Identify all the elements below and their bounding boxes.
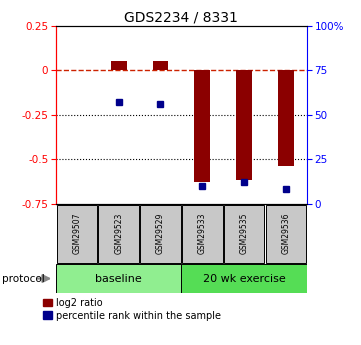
Bar	[236, 70, 252, 180]
FancyBboxPatch shape	[266, 205, 306, 263]
Text: GSM29507: GSM29507	[72, 213, 81, 255]
FancyBboxPatch shape	[140, 205, 181, 263]
Text: baseline: baseline	[95, 274, 142, 284]
FancyBboxPatch shape	[99, 205, 139, 263]
Bar	[194, 70, 210, 182]
FancyBboxPatch shape	[224, 205, 264, 263]
Bar	[278, 70, 294, 166]
Legend: log2 ratio, percentile rank within the sample: log2 ratio, percentile rank within the s…	[43, 298, 221, 321]
Text: GSM29533: GSM29533	[198, 213, 207, 255]
FancyBboxPatch shape	[57, 205, 97, 263]
Text: GSM29523: GSM29523	[114, 213, 123, 254]
Text: GSM29536: GSM29536	[282, 213, 291, 255]
Bar	[153, 60, 169, 70]
Text: GSM29535: GSM29535	[240, 213, 249, 255]
Text: GSM29529: GSM29529	[156, 213, 165, 254]
FancyBboxPatch shape	[56, 264, 181, 293]
Text: 20 wk exercise: 20 wk exercise	[203, 274, 286, 284]
Title: GDS2234 / 8331: GDS2234 / 8331	[125, 11, 238, 25]
Bar	[111, 60, 127, 70]
Text: protocol: protocol	[2, 274, 44, 284]
FancyBboxPatch shape	[181, 264, 307, 293]
FancyBboxPatch shape	[182, 205, 223, 263]
